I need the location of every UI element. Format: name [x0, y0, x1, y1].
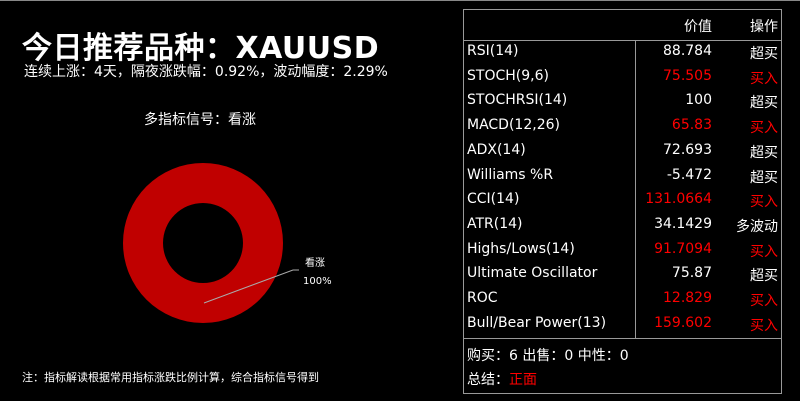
indicator-name: CCI(14): [467, 191, 520, 208]
table-row: Ultimate Oscillator 75.87 超买: [464, 262, 781, 287]
indicator-value: -5.472: [666, 166, 712, 183]
column-divider: [635, 40, 636, 338]
indicator-name: ADX(14): [467, 141, 526, 158]
table-row: Bull/Bear Power(13) 159.602 买入: [464, 312, 781, 337]
table-row: STOCHRSI(14) 100 超买: [464, 89, 781, 114]
slice-leader-line: [203, 269, 299, 304]
slice-percent: 100%: [303, 276, 332, 287]
indicator-name: ROC: [467, 290, 498, 306]
indicator-action: 超买: [750, 95, 778, 112]
donut-chart: 看涨 100%: [123, 163, 332, 323]
indicator-value: 100: [685, 92, 712, 109]
indicator-action: 买入: [750, 243, 778, 260]
indicator-value: 34.1429: [654, 215, 712, 232]
table-row: ADX(14) 72.693 超买: [464, 139, 781, 164]
indicator-value: 65.83: [671, 117, 712, 134]
indicator-name: Ultimate Oscillator: [467, 265, 598, 282]
indicator-value: 12.829: [663, 290, 712, 306]
table-row: Williams %R -5.472 超买: [464, 164, 781, 189]
table-row: CCI(14) 131.0664 买入: [464, 188, 781, 213]
subtitle-stats: 连续上涨：4天，隔夜涨跌幅：0.92%，波动幅度：2.29%: [24, 64, 388, 80]
indicator-action: 超买: [750, 268, 778, 285]
indicator-name: ATR(14): [467, 215, 523, 232]
indicator-action: 买入: [750, 70, 778, 87]
header-action: 操作: [750, 19, 778, 35]
summary: 总结：正面: [467, 369, 537, 389]
indicator-action: 买入: [750, 293, 778, 309]
table-row: ATR(14) 34.1429 多波动: [464, 213, 781, 238]
indicator-value: 75.505: [663, 67, 712, 84]
indicator-name: MACD(12,26): [467, 117, 560, 134]
indicator-table: 价值 操作 RSI(14) 88.784 超买 STOCH(9,6) 75.505 买入 S…: [463, 9, 782, 394]
indicator-name: STOCH(9,6): [467, 67, 549, 84]
summary-label: 总结：: [467, 372, 509, 388]
table-row: RSI(14) 88.784 超买: [464, 40, 781, 65]
indicator-value: 131.0664: [645, 191, 712, 208]
indicator-value: 91.7094: [654, 240, 712, 257]
indicator-name: STOCHRSI(14): [467, 92, 568, 109]
indicator-action: 买入: [750, 317, 778, 334]
slice-label: 看涨: [305, 256, 325, 269]
table-row: Highs/Lows(14) 91.7094 买入: [464, 238, 781, 263]
signal-counts: 购买：6 出售：0 中性：0: [467, 348, 629, 364]
indicator-action: 买入: [750, 120, 778, 137]
indicator-action: 超买: [750, 46, 778, 62]
indicator-name: RSI(14): [467, 43, 519, 59]
indicator-value: 75.87: [671, 265, 712, 282]
indicator-value: 159.602: [654, 314, 712, 331]
header-value: 价值: [684, 19, 712, 35]
indicator-action: 超买: [750, 169, 778, 186]
table-footer: 购买：6 出售：0 中性：0 总结：正面: [464, 338, 781, 393]
indicator-name: Highs/Lows(14): [467, 240, 575, 257]
summary-value: 正面: [509, 372, 537, 388]
table-row: STOCH(9,6) 75.505 买入: [464, 65, 781, 90]
indicator-action: 多波动: [736, 218, 778, 235]
table-row: MACD(12,26) 65.83 买入: [464, 114, 781, 139]
indicator-action: 超买: [750, 144, 778, 161]
indicator-name: Williams %R: [467, 166, 554, 183]
indicator-name: Bull/Bear Power(13): [467, 314, 607, 331]
footnote: 注：指标解读根据常用指标涨跌比例计算，综合指标信号得到: [22, 371, 319, 384]
indicator-action: 买入: [750, 194, 778, 211]
indicator-value: 72.693: [663, 141, 712, 158]
table-header: 价值 操作: [464, 10, 781, 41]
indicator-value: 88.784: [663, 43, 712, 59]
page-title: 今日推荐品种：XAUUSD: [22, 31, 380, 66]
table-row: ROC 12.829 买入: [464, 287, 781, 312]
chart-title: 多指标信号：看涨: [144, 112, 256, 128]
donut-slice-bullish: [123, 163, 283, 323]
